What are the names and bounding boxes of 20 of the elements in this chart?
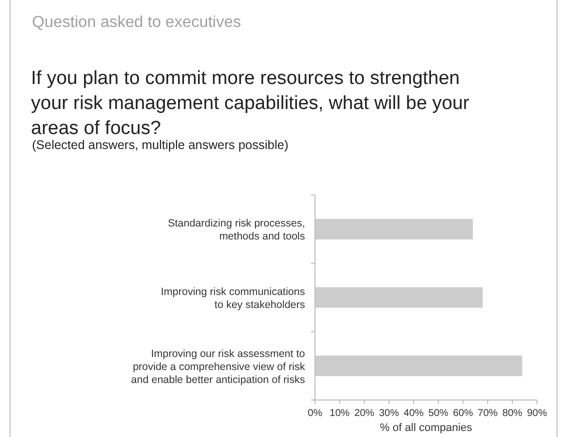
bar — [315, 356, 522, 376]
x-tick-label: 60% — [452, 408, 474, 419]
x-tick-label: 70% — [478, 408, 498, 419]
x-tick-label: 10% — [330, 408, 350, 419]
text: Question asked to executives — [32, 14, 242, 31]
y-tick-label: Improving risk communications to key stakeholders — [160, 286, 305, 311]
bar — [315, 218, 473, 240]
bar — [315, 287, 483, 308]
x-axis-title: % of all companies — [380, 422, 473, 434]
x-tick-label: 20% — [354, 408, 374, 419]
x-tick-label: 40% — [404, 408, 424, 419]
chart-title: If you plan to commit more resources to strengthen your risk management capabilities, what will be your areas of focus? — [31, 68, 470, 139]
x-tick-label: 0% — [308, 408, 322, 419]
x-tick-label: 90% — [526, 408, 548, 419]
y-tick-label: Standardizing risk processes, methods and tools — [168, 218, 305, 243]
text: (Selected answers, multiple answers possible) — [32, 138, 288, 152]
x-tick-label: 30% — [378, 408, 400, 419]
x-tick-label: 80% — [502, 408, 522, 419]
x-tick-label: 50% — [428, 408, 448, 419]
y-tick-label: Improving our risk assessment to provide a comprehensive view of risk and enable better anticipation of risks — [131, 348, 306, 386]
